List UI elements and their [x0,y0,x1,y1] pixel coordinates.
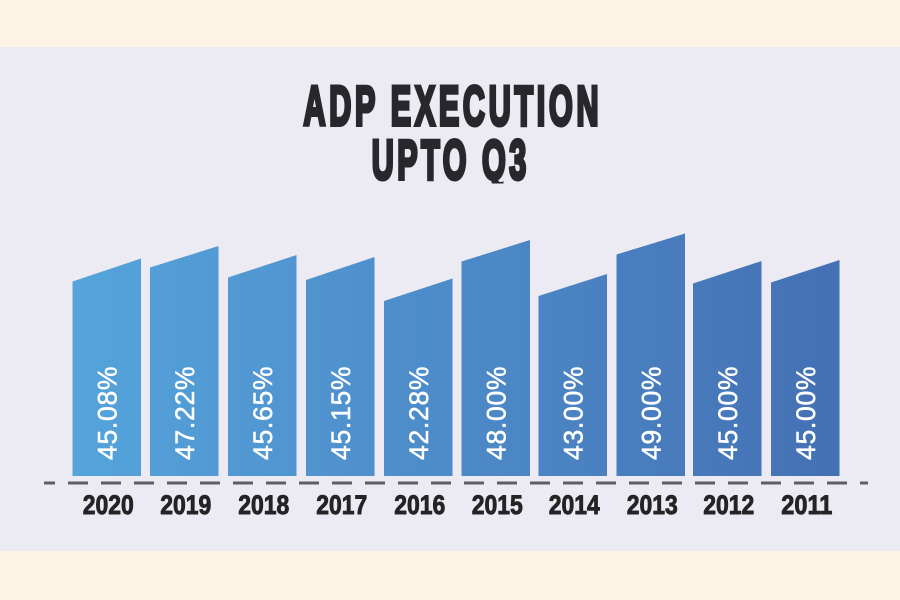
svg-text:2011: 2011 [781,490,832,520]
svg-text:47.22%: 47.22% [170,367,200,461]
svg-text:2013: 2013 [627,490,678,520]
svg-text:48.00%: 48.00% [481,367,511,461]
svg-text:45.00%: 45.00% [791,367,821,461]
svg-text:2015: 2015 [472,490,523,520]
svg-text:45.15%: 45.15% [326,367,356,461]
svg-text:45.08%: 45.08% [92,367,122,461]
svg-text:ADP EXECUTION: ADP EXECUTION [304,77,599,138]
svg-text:2014: 2014 [549,490,600,520]
svg-text:42.28%: 42.28% [404,367,434,461]
svg-text:2018: 2018 [238,490,289,520]
svg-text:2020: 2020 [83,490,134,520]
svg-text:2019: 2019 [160,490,211,520]
svg-text:43.00%: 43.00% [558,367,588,461]
svg-text:2012: 2012 [703,490,754,520]
svg-text:2016: 2016 [394,490,445,520]
svg-text:45.65%: 45.65% [248,367,278,461]
svg-text:2017: 2017 [316,490,367,520]
svg-text:49.00%: 49.00% [636,367,666,461]
svg-text:UPTO Q3: UPTO Q3 [372,131,527,192]
svg-text:45.00%: 45.00% [713,367,743,461]
